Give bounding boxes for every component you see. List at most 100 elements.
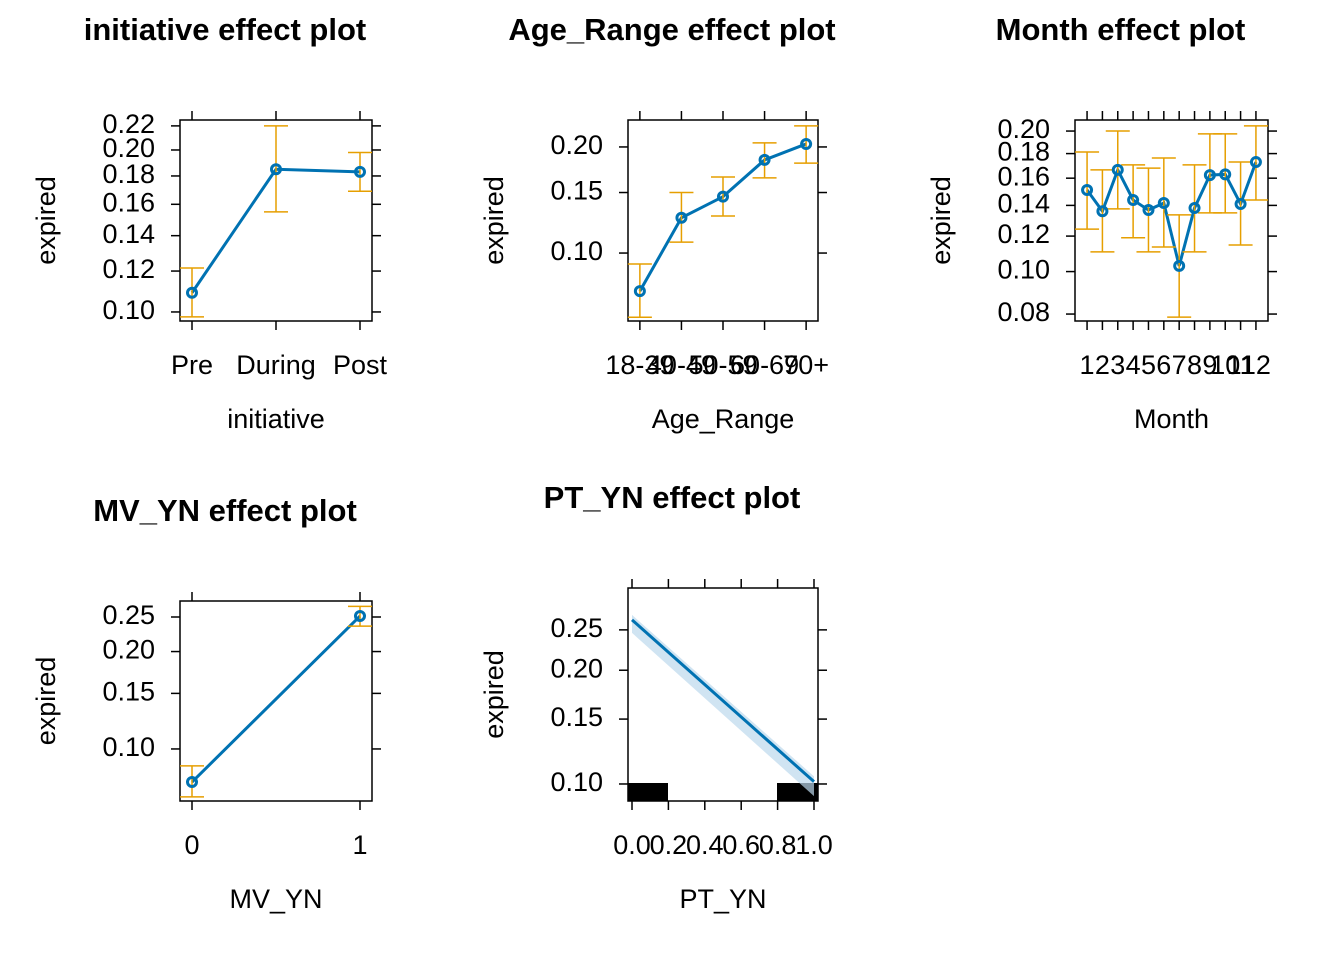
effect-line [638, 142, 807, 292]
point [1096, 205, 1109, 218]
point [1127, 193, 1140, 206]
error-bar [348, 605, 372, 627]
y-axis-label: expired [31, 176, 61, 265]
y-tick-label: 0.25 [102, 600, 155, 630]
point [186, 776, 198, 789]
point [1249, 156, 1262, 169]
point [675, 211, 688, 224]
point [1188, 201, 1201, 214]
x-tick-label: 10 [1210, 350, 1240, 380]
x-tick-label: 8 [1187, 350, 1202, 380]
x-axis-label: MV_YN [229, 884, 322, 914]
x-tick-label: 0.2 [650, 830, 688, 860]
y-tick-label: 0.14 [997, 189, 1050, 219]
error-bar [1090, 169, 1115, 253]
error-bar [1105, 130, 1130, 210]
y-tick-label: 0.15 [550, 702, 603, 732]
x-tick-label: 4 [1126, 350, 1141, 380]
y-tick-label: 0.10 [997, 255, 1050, 285]
error-bar [627, 263, 652, 318]
x-tick-label: During [236, 350, 316, 380]
y-axis-label: expired [31, 657, 61, 746]
error-bar [1151, 157, 1176, 248]
x-tick-label: Pre [171, 350, 213, 380]
error-bar [1136, 167, 1161, 253]
x-tick-label: 0.8 [759, 830, 797, 860]
x-tick-label: Post [333, 350, 388, 380]
point [1111, 163, 1124, 176]
point [1234, 197, 1247, 210]
x-tick-label: 11 [1227, 350, 1255, 380]
rug [628, 783, 668, 801]
confidence-band [632, 614, 814, 797]
error-bar [669, 191, 694, 243]
panel-title: initiative effect plot [84, 12, 366, 47]
error-bar [1213, 133, 1238, 214]
point [354, 165, 366, 178]
y-tick-label: 0.25 [550, 613, 603, 643]
point [1203, 169, 1216, 182]
x-axis-label: PT_YN [679, 884, 766, 914]
panel-frame [627, 587, 819, 802]
point [1081, 184, 1094, 197]
y-tick-label: 0.08 [997, 297, 1050, 327]
y-tick-label: 0.10 [550, 236, 603, 266]
error-bar [180, 765, 204, 798]
point [1219, 168, 1232, 181]
x-axis-label: initiative [227, 404, 325, 434]
error-bar [1075, 151, 1100, 230]
error-bar [180, 267, 204, 318]
error-bar [1228, 161, 1253, 246]
panel-frame [627, 119, 819, 322]
y-tick-label: 0.15 [102, 677, 155, 707]
x-tick-label: 50-59 [688, 350, 757, 380]
y-axis-label: expired [479, 650, 509, 739]
x-tick-label: 1.0 [795, 830, 833, 860]
x-axis-label: Month [1134, 404, 1209, 434]
y-tick-label: 0.22 [102, 109, 155, 139]
y-tick-label: 0.10 [550, 767, 603, 797]
x-tick-label: 5 [1141, 350, 1156, 380]
x-tick-label: 1 [1080, 350, 1095, 380]
x-tick-label: 12 [1241, 350, 1271, 380]
x-tick-label: 60-69 [730, 350, 799, 380]
point [270, 163, 282, 176]
point [1142, 204, 1155, 217]
panel-frame [1074, 119, 1269, 322]
x-tick-label: 6 [1156, 350, 1171, 380]
panel-frame [179, 119, 373, 322]
y-axis-label: expired [926, 176, 956, 265]
effect-line [631, 618, 815, 783]
point [1173, 259, 1186, 272]
point [186, 286, 198, 299]
point [758, 153, 771, 166]
y-tick-label: 0.20 [102, 133, 155, 163]
point [354, 610, 366, 623]
x-tick-label: 9 [1202, 350, 1217, 380]
x-tick-label: 0.6 [722, 830, 760, 860]
effect-line [190, 614, 362, 784]
x-tick-label: 1 [352, 830, 367, 860]
x-tick-label: 40-49 [647, 350, 716, 380]
y-tick-label: 0.20 [997, 114, 1050, 144]
error-bar [1167, 214, 1192, 318]
y-tick-label: 0.12 [102, 254, 155, 284]
x-tick-label: 3 [1110, 350, 1125, 380]
x-tick-label: 0 [184, 830, 199, 860]
x-tick-label: 0.0 [613, 830, 651, 860]
error-bar [348, 151, 372, 192]
error-bar [794, 125, 819, 164]
x-tick-label: 0.4 [686, 830, 724, 860]
effect-line [1085, 161, 1258, 267]
x-tick-label: 18-39 [605, 350, 674, 380]
y-tick-label: 0.18 [997, 137, 1050, 167]
error-bar [1121, 164, 1146, 239]
x-axis-label: Age_Range [652, 404, 795, 434]
y-tick-label: 0.20 [550, 653, 603, 683]
error-bar [264, 125, 288, 213]
error-bar [1243, 125, 1268, 201]
y-tick-label: 0.12 [997, 219, 1050, 249]
point [1157, 196, 1170, 209]
x-tick-label: 70+ [783, 350, 829, 380]
